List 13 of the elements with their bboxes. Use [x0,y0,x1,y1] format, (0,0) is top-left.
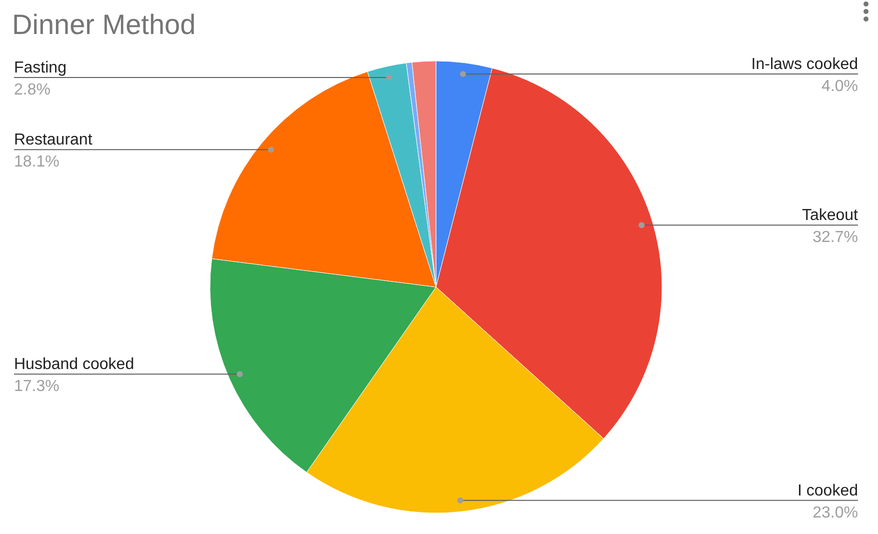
slice-label: Husband cooked [14,356,134,374]
slice-label: I cooked [798,482,858,500]
data-label: 4.0% [822,78,858,95]
slice-label: In-laws cooked [751,56,858,73]
slice-label: Restaurant [14,132,93,149]
data-label: 2.8% [14,81,50,98]
slice-label: Takeout [802,207,859,224]
data-label: 17.3% [14,378,60,396]
chart-title: Dinner Method [12,9,196,40]
data-label: 18.1% [14,154,60,171]
slice-label: Fasting [14,59,66,76]
data-label: 32.7% [812,229,858,246]
data-label: 23.0% [812,504,858,522]
